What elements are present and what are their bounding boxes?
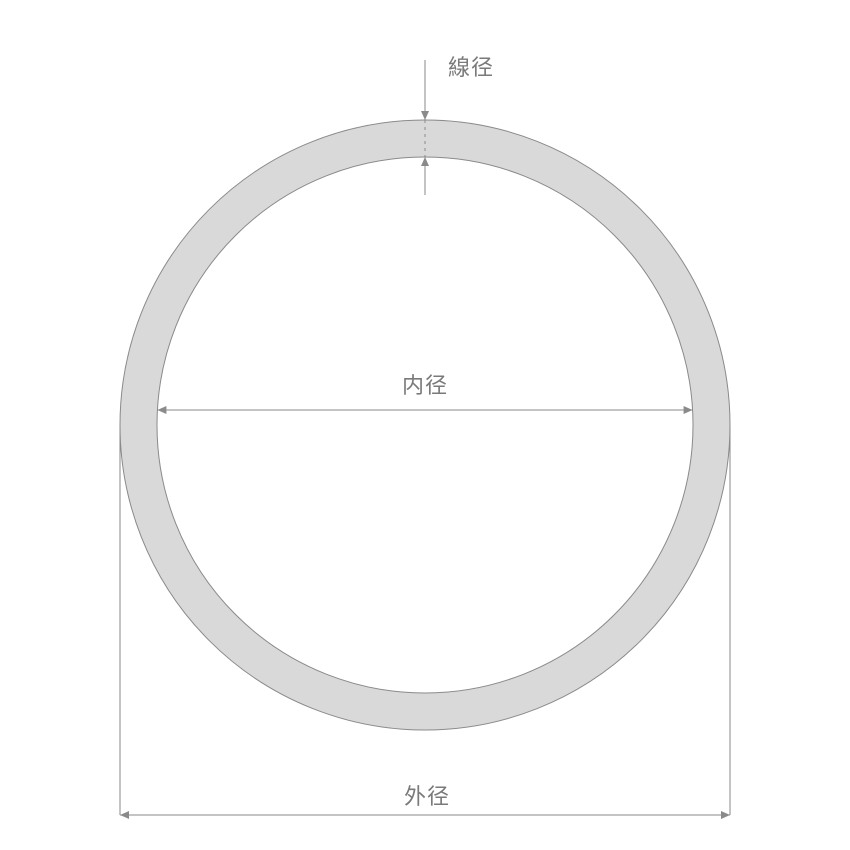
diagram-canvas: 線径 内径 外径 (0, 0, 850, 850)
inner-diameter-label: 内径 (402, 368, 448, 400)
wire-diameter-label: 線径 (448, 50, 494, 82)
outer-diameter-label: 外径 (404, 779, 450, 811)
ring-diagram-svg (0, 0, 850, 850)
